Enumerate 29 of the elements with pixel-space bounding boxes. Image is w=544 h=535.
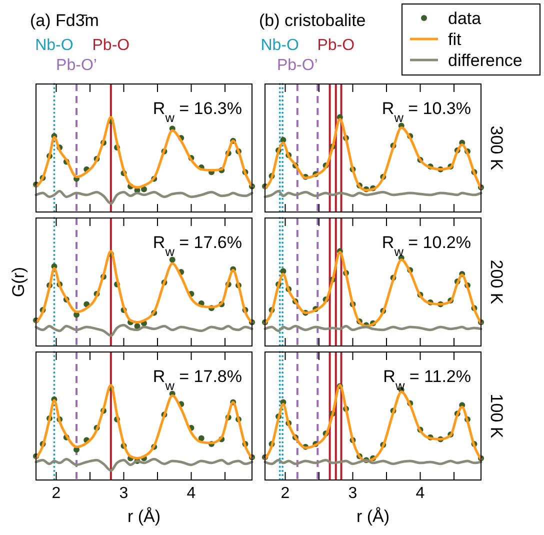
y2-axis-title: 100 K <box>487 394 506 439</box>
legend-label: difference <box>448 51 522 70</box>
legend-label: fit <box>448 30 462 49</box>
annotation: R$_{w}$ = 17.6% <box>152 233 242 258</box>
x-axis-title: r (Å) <box>127 507 161 526</box>
legend-label: data <box>448 9 482 28</box>
x-tick-label: 4 <box>416 485 425 502</box>
x-tick-label: 3 <box>348 485 358 502</box>
ref-line-label: Pb-O’ <box>276 57 318 74</box>
annotation: R$_{w}$ = 11.2% <box>383 367 471 392</box>
annotation: R$_{w}$ = 16.3% <box>152 99 242 124</box>
ref-line-label: Pb-O <box>92 37 130 54</box>
y-axis-title: G(r) <box>9 266 28 298</box>
x-tick-label: 4 <box>186 485 196 502</box>
x-tick-label: 2 <box>52 485 61 502</box>
ref-line-label: Nb-O <box>35 37 74 54</box>
x-tick-label: 2 <box>280 485 290 502</box>
annotation: R$_{w}$ = 10.3% <box>382 99 471 124</box>
chart-title: (a) Fd3̄m <box>30 11 99 30</box>
y2-axis-title: 200 K <box>487 260 506 305</box>
ref-line-label: Pb-O’ <box>56 57 97 74</box>
annotation: R$_{w}$ = 17.8% <box>152 367 242 392</box>
y2-axis-title: 300 K <box>487 126 506 171</box>
x-axis-title: r (Å) <box>356 507 390 526</box>
ref-line-label: Nb-O <box>260 37 299 54</box>
ref-line-label: Pb-O <box>317 37 355 54</box>
chart-title: (b) cristobalite <box>259 11 366 30</box>
x-tick-label: 3 <box>119 485 128 502</box>
annotation: R$_{w}$ = 10.2% <box>382 233 471 258</box>
